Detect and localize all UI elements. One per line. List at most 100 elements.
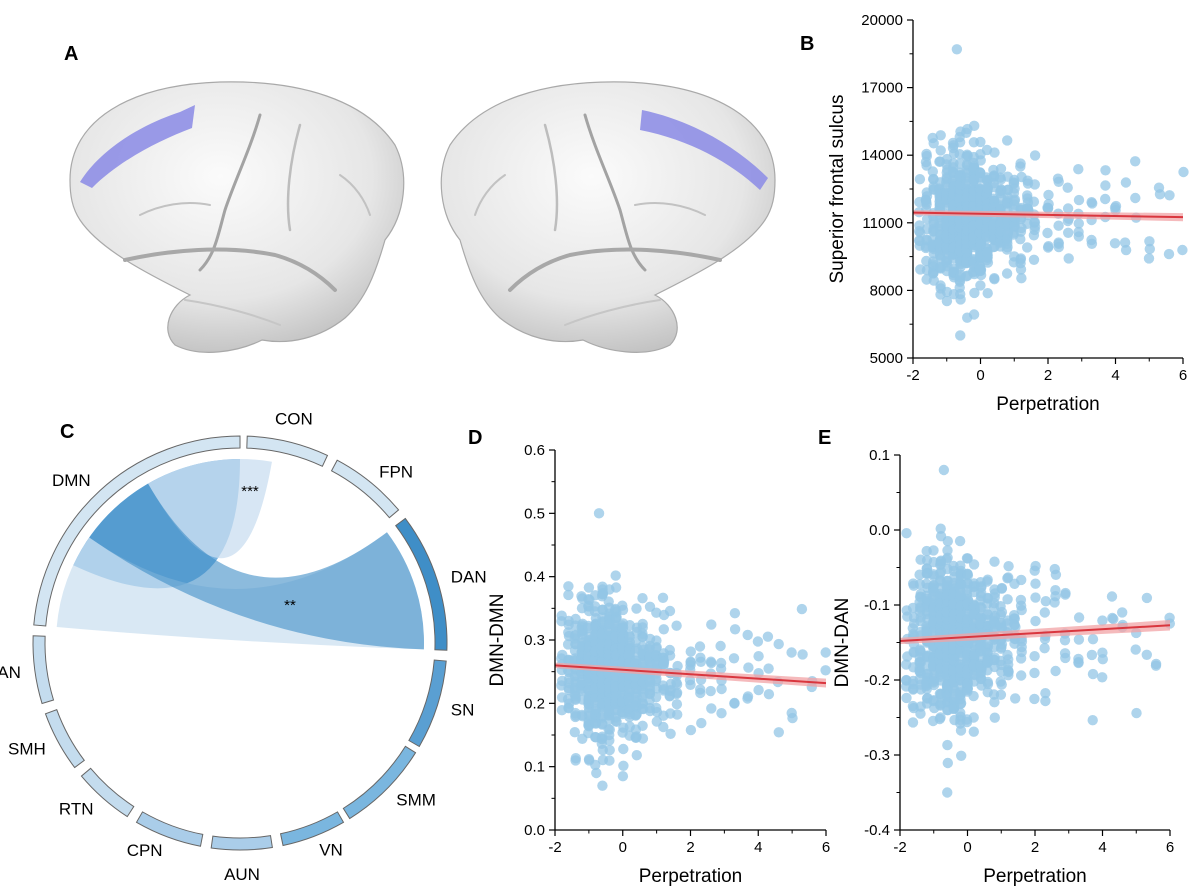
- data-point: [650, 692, 662, 703]
- data-point: [1016, 273, 1027, 284]
- data-point: [1163, 248, 1175, 260]
- y-tick-label: -0.4: [864, 822, 890, 839]
- data-point: [989, 697, 1000, 708]
- data-point: [716, 708, 727, 719]
- data-point: [941, 295, 953, 307]
- data-point: [1029, 667, 1040, 679]
- data-point: [996, 582, 1008, 594]
- network-arc: [246, 435, 329, 467]
- x-tick-label: 4: [1111, 367, 1119, 384]
- data-point: [617, 604, 629, 616]
- data-point: [1086, 649, 1098, 661]
- data-point: [938, 464, 950, 476]
- y-tick-label: -0.2: [864, 672, 890, 689]
- data-point: [935, 523, 946, 534]
- trend-line: [899, 624, 1171, 642]
- data-point: [969, 120, 980, 131]
- data-point: [1130, 644, 1141, 655]
- data-point: [961, 127, 972, 138]
- data-point: [1001, 268, 1013, 279]
- network-label: VN: [319, 840, 343, 859]
- network-label: CON: [275, 409, 313, 428]
- data-point: [1029, 693, 1040, 705]
- data-point: [901, 528, 912, 539]
- data-point: [995, 689, 1007, 700]
- data-point: [630, 710, 641, 721]
- data-point: [729, 624, 741, 635]
- chord-link: [148, 459, 272, 559]
- data-point: [637, 593, 648, 604]
- data-point: [1028, 196, 1040, 207]
- data-point: [563, 589, 574, 601]
- panel-label-e: E: [818, 427, 831, 449]
- data-point: [968, 559, 980, 570]
- roi-superior-frontal-sulcus-right: [640, 110, 768, 190]
- data-point: [1097, 647, 1108, 658]
- data-point: [617, 771, 629, 782]
- data-point: [928, 545, 939, 556]
- y-tick-label: 0.3: [524, 632, 545, 649]
- data-point: [941, 554, 952, 565]
- data-point: [1043, 241, 1054, 252]
- data-point: [1060, 587, 1071, 599]
- data-point: [1029, 651, 1040, 662]
- data-point: [1001, 244, 1013, 255]
- y-tick-label: 0.0: [524, 822, 545, 839]
- data-point: [935, 145, 946, 156]
- panel-label-b: B: [800, 33, 814, 55]
- data-point: [1049, 563, 1061, 575]
- data-point: [1028, 230, 1040, 241]
- x-tick-label: 6: [1166, 839, 1174, 856]
- panel-label-c: C: [60, 421, 74, 443]
- data-point: [1015, 264, 1027, 275]
- data-point: [989, 556, 1000, 567]
- data-point: [672, 709, 683, 720]
- data-point: [1073, 657, 1084, 669]
- data-point: [1106, 591, 1118, 602]
- data-point: [671, 677, 682, 688]
- network-arc: [80, 767, 135, 818]
- network-arc: [44, 709, 85, 769]
- chord-diagram-c: DMNCONFPNDANSNSMMVNAUNCPNRTNSMHVAN*****: [0, 409, 487, 884]
- data-point: [968, 712, 979, 723]
- data-point: [1039, 643, 1050, 654]
- y-axis-label: DMN-DMN: [487, 594, 508, 687]
- data-point: [651, 702, 662, 714]
- network-label: RTN: [59, 800, 94, 819]
- data-point: [1028, 254, 1040, 265]
- data-point: [1154, 189, 1166, 200]
- y-tick-label: 0.6: [524, 442, 545, 459]
- data-point: [685, 646, 696, 657]
- data-point: [597, 780, 608, 791]
- data-point: [753, 651, 764, 662]
- y-tick-label: -0.1: [864, 597, 890, 614]
- y-tick-label: -0.3: [864, 747, 890, 764]
- data-point: [1008, 187, 1020, 199]
- data-point: [1062, 182, 1073, 193]
- data-point: [1030, 578, 1041, 589]
- data-point: [637, 733, 649, 744]
- chord-link: [89, 483, 424, 650]
- scatter-points-e: [901, 464, 1176, 798]
- data-point: [955, 330, 966, 341]
- data-point: [1040, 695, 1051, 707]
- data-point: [1100, 165, 1111, 176]
- data-point: [743, 662, 754, 673]
- panel-label-d: D: [468, 427, 482, 449]
- data-point: [658, 624, 669, 635]
- trend-line: [554, 664, 827, 685]
- data-point: [1073, 218, 1085, 229]
- data-point: [1141, 592, 1153, 604]
- data-point: [1097, 615, 1108, 626]
- y-tick-label: 11000: [862, 215, 903, 232]
- data-point: [1040, 596, 1052, 607]
- data-point: [1050, 585, 1061, 596]
- network-label: VAN: [0, 663, 21, 682]
- data-point: [955, 693, 966, 705]
- y-tick-label: 14000: [861, 147, 903, 164]
- data-point: [1016, 574, 1027, 586]
- data-point: [982, 574, 993, 585]
- y-tick-label: 0.4: [524, 569, 545, 586]
- data-point: [1120, 244, 1132, 256]
- data-point: [1120, 177, 1132, 188]
